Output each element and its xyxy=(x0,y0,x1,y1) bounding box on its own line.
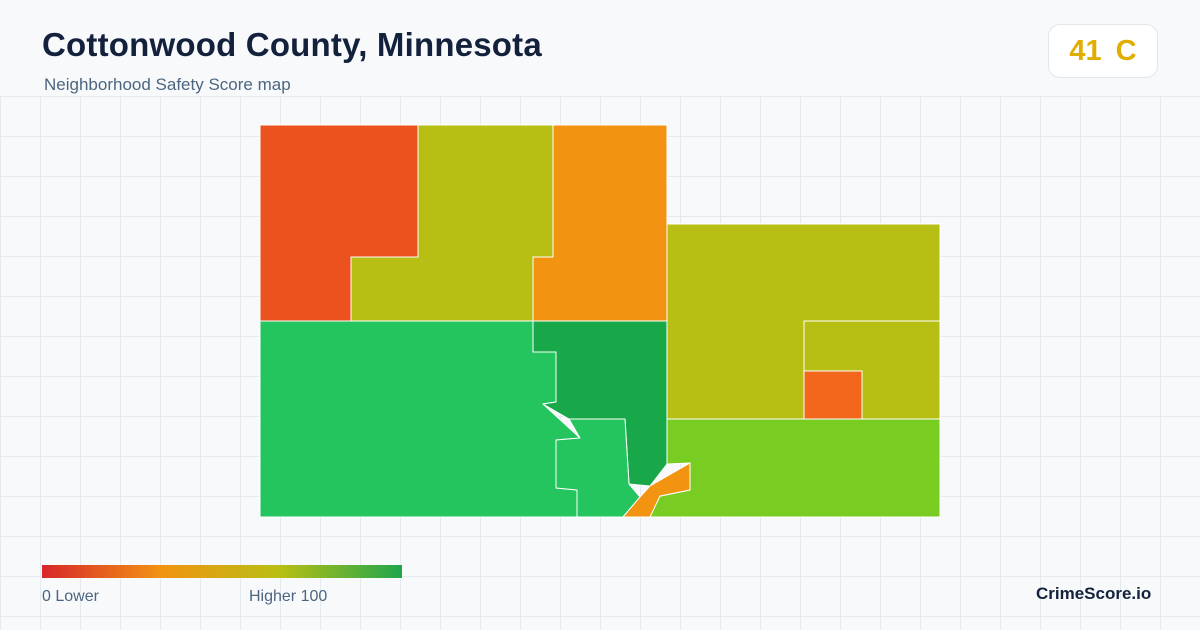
legend-min-label: 0 Lower xyxy=(42,588,99,605)
region-east-enclave[interactable] xyxy=(803,370,863,420)
region-southwest[interactable] xyxy=(259,320,581,518)
page-subtitle: Neighborhood Safety Score map xyxy=(44,75,291,94)
region-southeast[interactable] xyxy=(649,418,941,518)
region-south-city-orange[interactable] xyxy=(622,462,691,518)
page-title: Cottonwood County, Minnesota xyxy=(42,26,542,63)
score-value: 41 xyxy=(1069,34,1102,67)
score-badge: 41 C xyxy=(1048,24,1158,78)
brand-name: CrimeScore.io xyxy=(1036,584,1152,603)
header: Cottonwood County, Minnesota Neighborhoo… xyxy=(0,0,1200,96)
score-grade: C xyxy=(1115,34,1137,67)
region-south-city[interactable] xyxy=(555,418,641,518)
region-north-east-of-center[interactable] xyxy=(532,124,668,322)
legend-gradient-bar xyxy=(42,565,402,578)
legend-max-label: Higher 100 xyxy=(249,588,328,605)
